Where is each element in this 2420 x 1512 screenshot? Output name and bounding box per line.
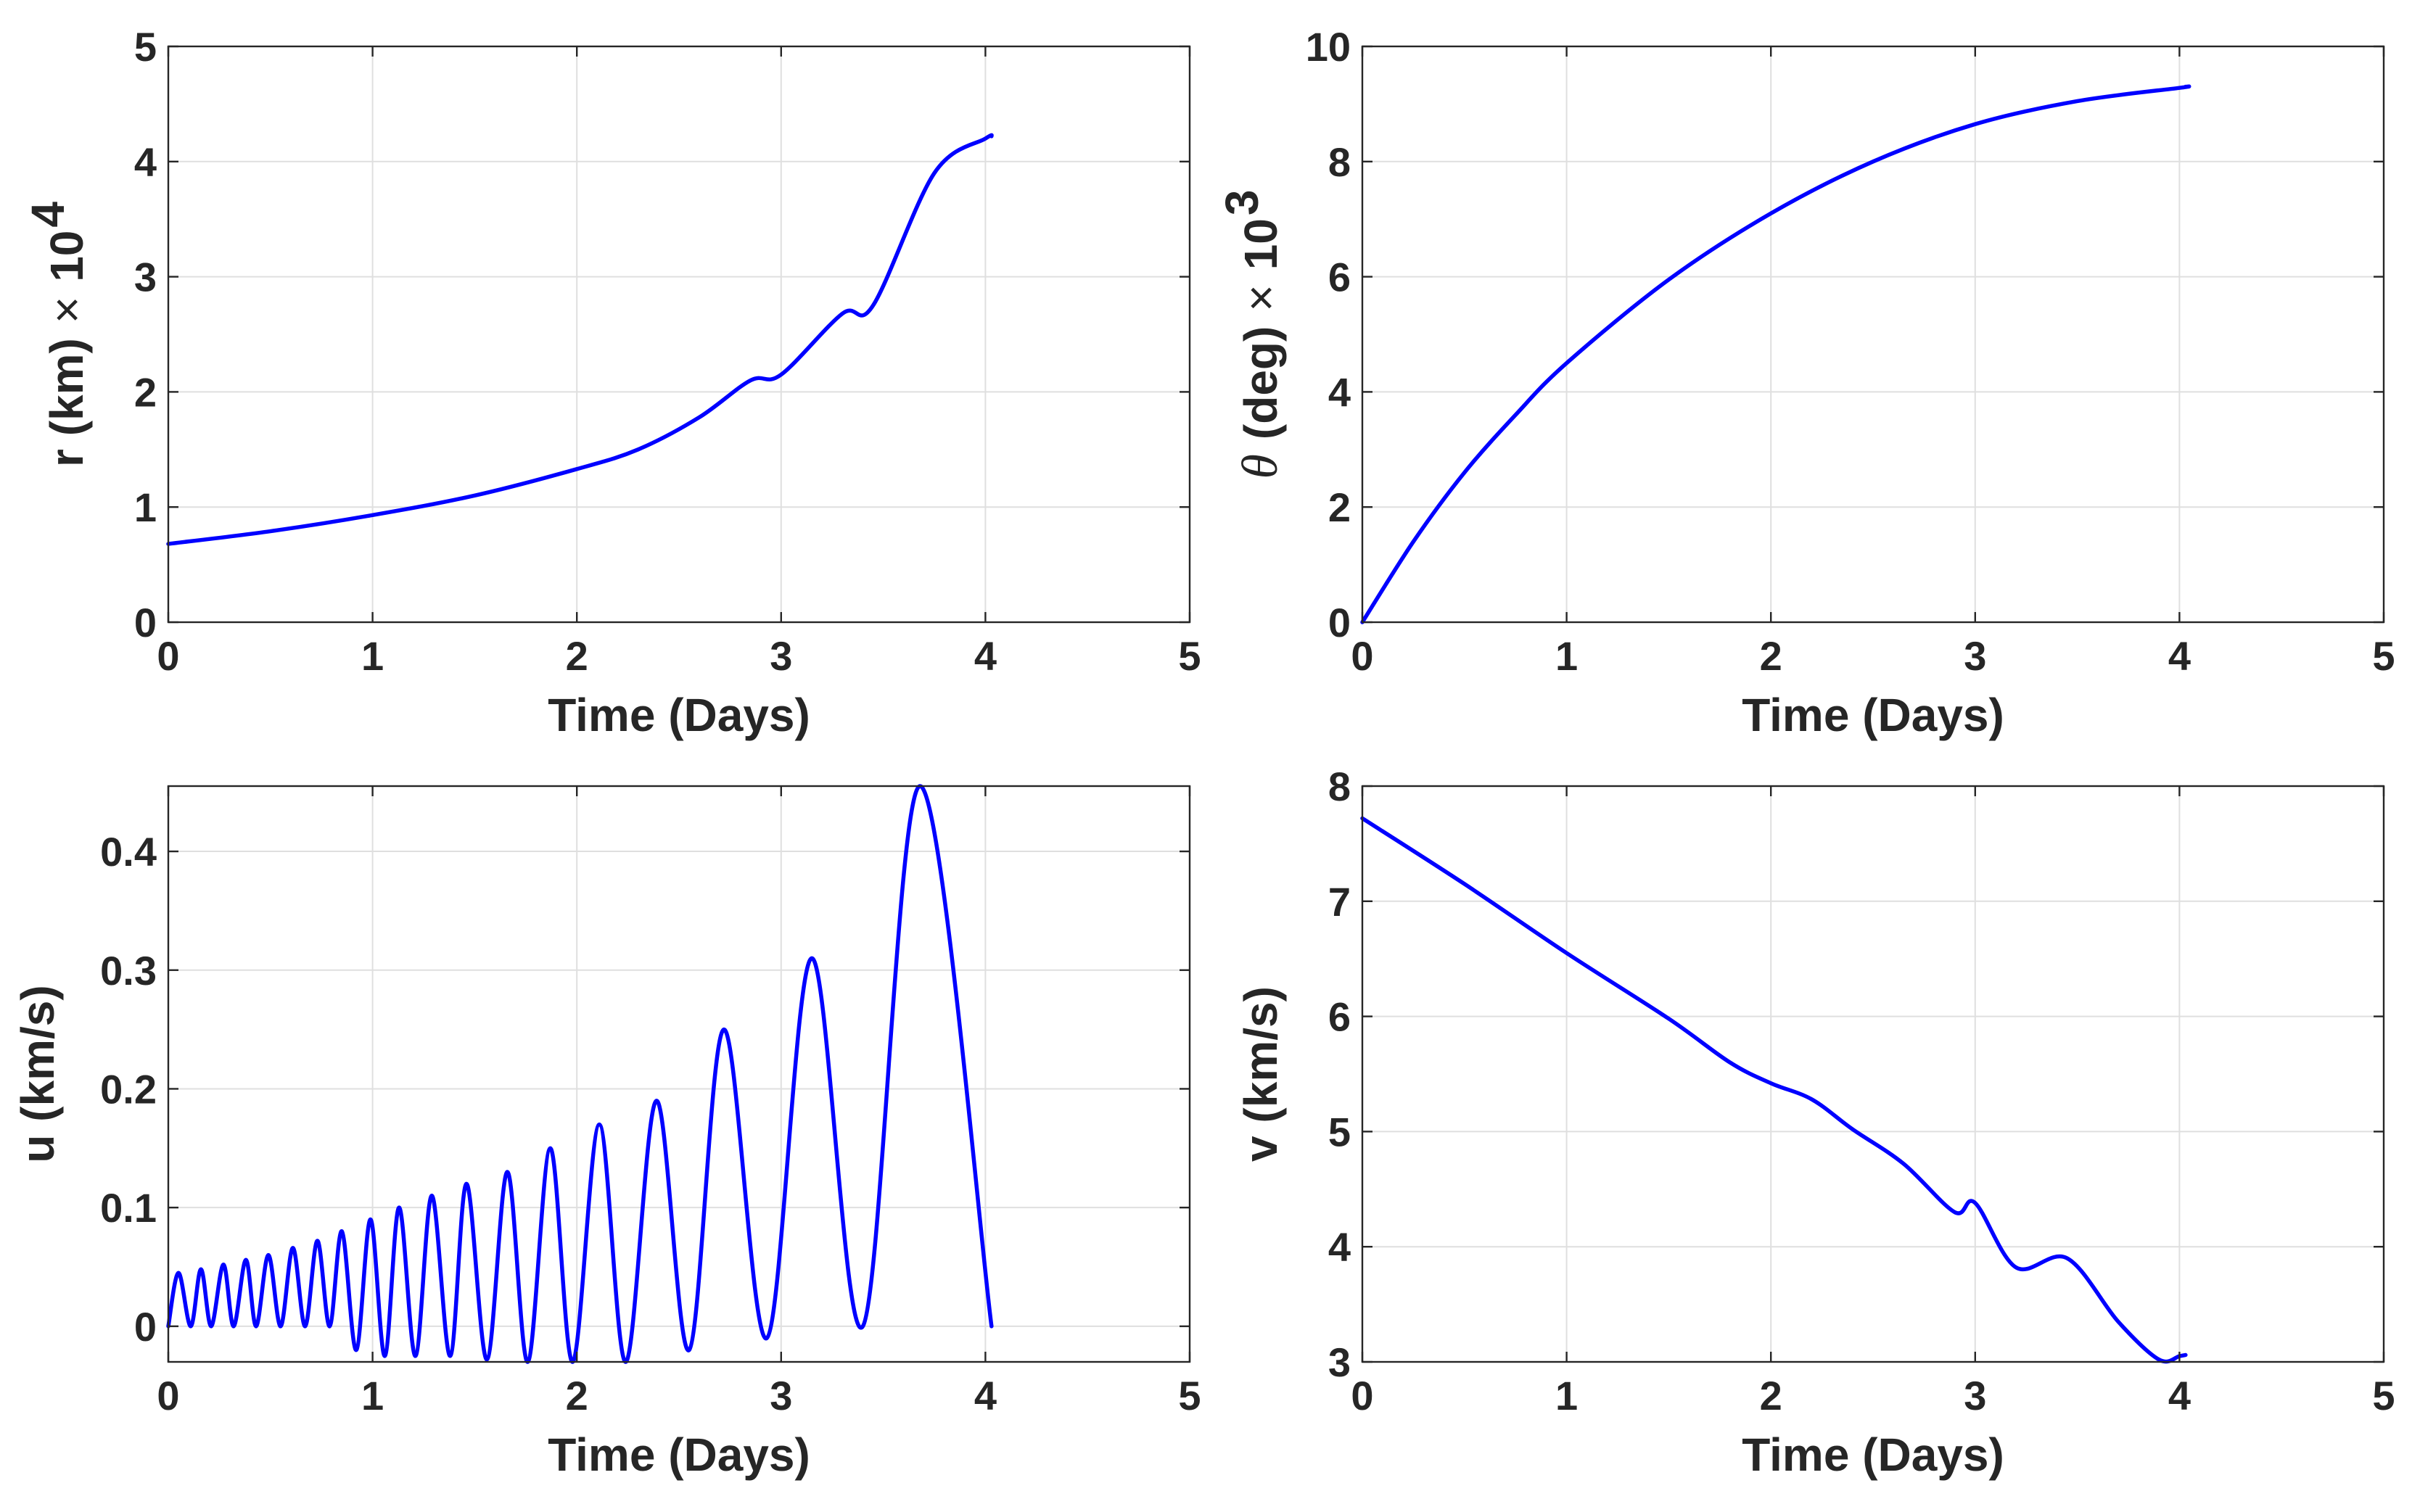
y-tick-label: 0 <box>1328 600 1351 645</box>
y-tick-label: 3 <box>1328 1339 1351 1385</box>
x-tick-label: 2 <box>1760 1373 1782 1418</box>
y-ticks-u: 0 0.1 0.2 0.3 0.4 <box>100 829 1190 1350</box>
series-line-r <box>166 133 994 546</box>
axis-frame-r <box>167 45 1191 624</box>
x-tick-label: 1 <box>1555 1373 1578 1418</box>
y-axis-label-r-times: × <box>41 297 93 323</box>
y-tick-label: 1 <box>134 484 157 530</box>
x-tick-label: 3 <box>770 1373 792 1418</box>
y-tick-label: 5 <box>1328 1109 1351 1154</box>
axis-frame-u <box>167 785 1191 1363</box>
y-tick-label: 0 <box>134 600 157 645</box>
y-tick-label: 10 <box>1306 24 1351 70</box>
y-axis-label-theta-main: (deg) <box>1235 326 1287 439</box>
y-ticks-r: 0 1 2 3 4 5 <box>134 24 1190 645</box>
y-tick-label: 2 <box>1328 484 1351 530</box>
panel-u: 0 1 2 3 4 5 0 0.1 0.2 0.3 0.4 Time (Days) u (km/s… <box>12 784 1201 1481</box>
panel-v: 0 1 2 3 4 5 3 4 5 6 7 8 Time (Days) v (km/s) <box>1235 764 2395 1481</box>
y-tick-label: 3 <box>134 255 157 300</box>
y-tick-label: 0.2 <box>100 1066 157 1112</box>
y-tick-label: 0.4 <box>100 829 157 875</box>
y-tick-label: 0.1 <box>100 1185 157 1231</box>
axis-frame-v <box>1361 785 2385 1363</box>
x-tick-label: 5 <box>1178 633 1201 679</box>
y-tick-label: 0.3 <box>100 948 157 993</box>
series-line-v <box>1360 816 2188 1364</box>
y-axis-label-theta-symbol: θ <box>1232 454 1288 479</box>
y-tick-label: 0 <box>134 1304 157 1350</box>
x-tick-label: 3 <box>770 633 792 679</box>
y-axis-label-r-base: 10 <box>41 231 93 282</box>
y-tick-label: 7 <box>1328 879 1351 925</box>
y-tick-label: 4 <box>1328 369 1351 415</box>
y-axis-label-theta: θ (deg) × 10 3 <box>1216 190 1288 479</box>
y-axis-label-theta-times: × <box>1235 284 1287 311</box>
y-axis-label-u: u (km/s) <box>12 985 64 1162</box>
x-tick-label: 4 <box>974 633 997 679</box>
axis-frame-theta <box>1361 45 2385 624</box>
x-tick-label: 5 <box>2372 1373 2395 1418</box>
y-axis-label-r-main: r (km) <box>41 338 93 467</box>
x-axis-label-u: Time (Days) <box>548 1429 810 1481</box>
series-line-theta <box>1360 84 2191 624</box>
x-axis-label-theta: Time (Days) <box>1742 689 2004 741</box>
x-tick-label: 1 <box>1555 633 1578 679</box>
panel-r: 0 1 2 3 4 5 0 1 2 3 4 5 Time (Days) r (km) × 10 4 <box>22 24 1201 741</box>
x-tick-label: 5 <box>2372 633 2395 679</box>
x-tick-label: 3 <box>1964 1373 1986 1418</box>
x-tick-label: 0 <box>1351 633 1373 679</box>
y-tick-label: 6 <box>1328 994 1351 1040</box>
y-axis-label-theta-base: 10 <box>1235 218 1287 270</box>
x-tick-label: 0 <box>157 1373 179 1418</box>
x-ticks-u: 0 1 2 3 4 5 <box>157 786 1201 1418</box>
y-ticks-v: 3 4 5 6 7 8 <box>1328 764 2384 1385</box>
y-tick-label: 4 <box>134 139 157 185</box>
y-ticks-theta: 0 2 4 6 8 10 <box>1306 24 2384 645</box>
x-tick-label: 5 <box>1178 1373 1201 1418</box>
x-tick-label: 2 <box>566 633 588 679</box>
x-tick-label: 2 <box>566 1373 588 1418</box>
x-tick-label: 1 <box>361 1373 384 1418</box>
y-tick-label: 8 <box>1328 139 1351 185</box>
y-tick-label: 4 <box>1328 1224 1351 1270</box>
x-tick-label: 3 <box>1964 633 1986 679</box>
grid-y-u <box>168 851 1190 1327</box>
x-ticks-v: 0 1 2 3 4 5 <box>1351 786 2395 1418</box>
y-axis-label-v: v (km/s) <box>1235 986 1287 1162</box>
x-ticks-theta: 0 1 2 3 4 5 <box>1351 46 2395 679</box>
x-tick-label: 0 <box>157 633 179 679</box>
y-axis-label-r: r (km) × 10 4 <box>22 202 93 467</box>
x-tick-label: 1 <box>361 633 384 679</box>
y-tick-label: 8 <box>1328 764 1351 809</box>
x-tick-label: 4 <box>2168 1373 2191 1418</box>
y-tick-label: 6 <box>1328 255 1351 300</box>
x-tick-label: 2 <box>1760 633 1782 679</box>
x-axis-label-v: Time (Days) <box>1742 1429 2004 1481</box>
x-tick-label: 4 <box>2168 633 2191 679</box>
x-ticks-r: 0 1 2 3 4 5 <box>157 46 1201 679</box>
series-line-u <box>166 784 994 1364</box>
y-axis-label-theta-exp: 3 <box>1216 190 1268 216</box>
x-tick-label: 4 <box>974 1373 997 1418</box>
x-tick-label: 0 <box>1351 1373 1373 1418</box>
y-tick-label: 2 <box>134 369 157 415</box>
y-tick-label: 5 <box>134 24 157 70</box>
panel-theta: 0 1 2 3 4 5 0 2 4 6 8 10 Time (Days) θ (deg) × 10 … <box>1216 24 2395 741</box>
x-axis-label-r: Time (Days) <box>548 689 810 741</box>
y-axis-label-r-exp: 4 <box>22 202 74 228</box>
